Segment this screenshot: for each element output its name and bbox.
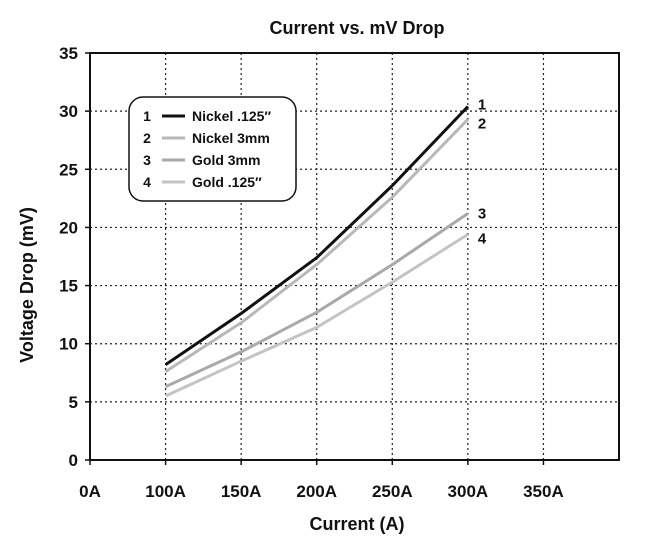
y-tick-label: 10	[59, 335, 78, 354]
legend-box	[128, 96, 297, 202]
series-lines	[164, 105, 469, 398]
x-tick-label: 300A	[448, 482, 489, 501]
series-line-1	[164, 105, 469, 366]
plot-frame	[89, 52, 620, 461]
series-line-4	[164, 233, 469, 398]
legend-label: Gold 3mm	[192, 152, 260, 168]
legend: 1 Nickel .125″ 2 Nickel 3mm 3 Gold 3mm 4 Gold .…	[128, 96, 297, 202]
x-tick-label: 150A	[221, 482, 262, 501]
y-tick-label: 20	[59, 218, 78, 237]
series-end-label-4: 4	[478, 230, 487, 247]
legend-label: Nickel 3mm	[192, 130, 270, 146]
legend-label: Nickel .125″	[192, 108, 271, 124]
y-tick-label: 25	[59, 160, 78, 179]
x-tick-label: 250A	[372, 482, 413, 501]
legend-number: 3	[143, 152, 151, 168]
x-tick-label: 100A	[145, 482, 186, 501]
legend-label: Gold .125″	[192, 174, 262, 190]
legend-number: 4	[143, 174, 151, 190]
chart-title: Current vs. mV Drop	[269, 18, 444, 38]
x-tick-label: 0A	[79, 482, 101, 501]
series-end-labels: 1 2 3 4	[478, 96, 487, 247]
series-line-3	[164, 212, 469, 389]
series-line-2	[164, 118, 469, 373]
y-axis-label: Voltage Drop (mV)	[17, 207, 37, 363]
x-axis-label: Current (A)	[310, 514, 405, 534]
series-end-label-3: 3	[478, 205, 486, 222]
y-tick-label: 30	[59, 102, 78, 121]
legend-number: 1	[143, 108, 151, 124]
x-tick-label: 350A	[523, 482, 564, 501]
legend-number: 2	[143, 130, 151, 146]
y-tick-label: 15	[59, 277, 78, 296]
y-tick-label: 35	[59, 44, 78, 63]
x-tick-label: 200A	[296, 482, 337, 501]
series-end-label-2: 2	[478, 115, 486, 132]
series-end-label-1: 1	[478, 96, 486, 113]
y-tick-label: 5	[69, 393, 78, 412]
y-tick-label: 0	[69, 451, 78, 470]
grid	[90, 53, 619, 460]
